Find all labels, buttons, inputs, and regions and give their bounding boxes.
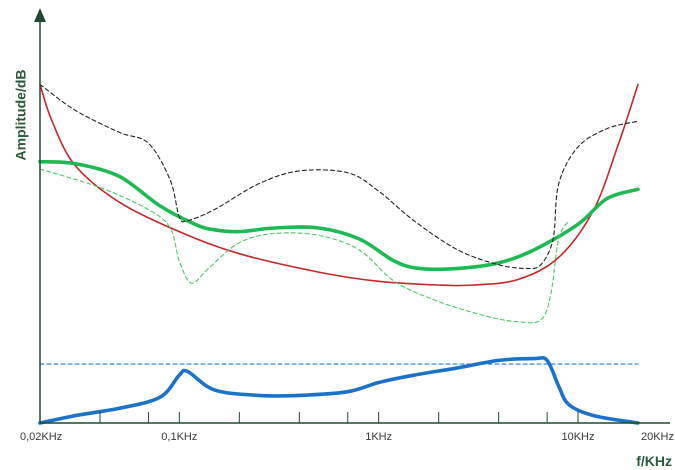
x-tick-label: 20KHz [641,431,674,443]
x-ticks [99,412,579,423]
x-tick-labels: 0,02KHz 0,1KHz 1KHz 10KHz 20KHz [20,431,674,443]
series-red-solid-thin-line [39,83,639,287]
y-axis-arrow [34,8,46,22]
series-black_dashed-dashed-line [39,83,639,270]
x-axis-label: f/KHz [636,453,672,469]
plot-lines [38,83,640,425]
series-blue-solid-thick-line [38,355,640,425]
x-tick-label: 1KHz [365,431,392,443]
y-axis-label: Amplitude/dB [13,70,29,161]
x-tick-label: 10KHz [561,431,594,443]
axes [34,8,670,424]
x-tick-label: 0,1KHz [161,431,197,443]
series-green-solid-thick-line [38,159,640,272]
series-green_dashed-dashed-line [39,168,570,324]
x-tick-label: 0,02KHz [20,431,62,443]
